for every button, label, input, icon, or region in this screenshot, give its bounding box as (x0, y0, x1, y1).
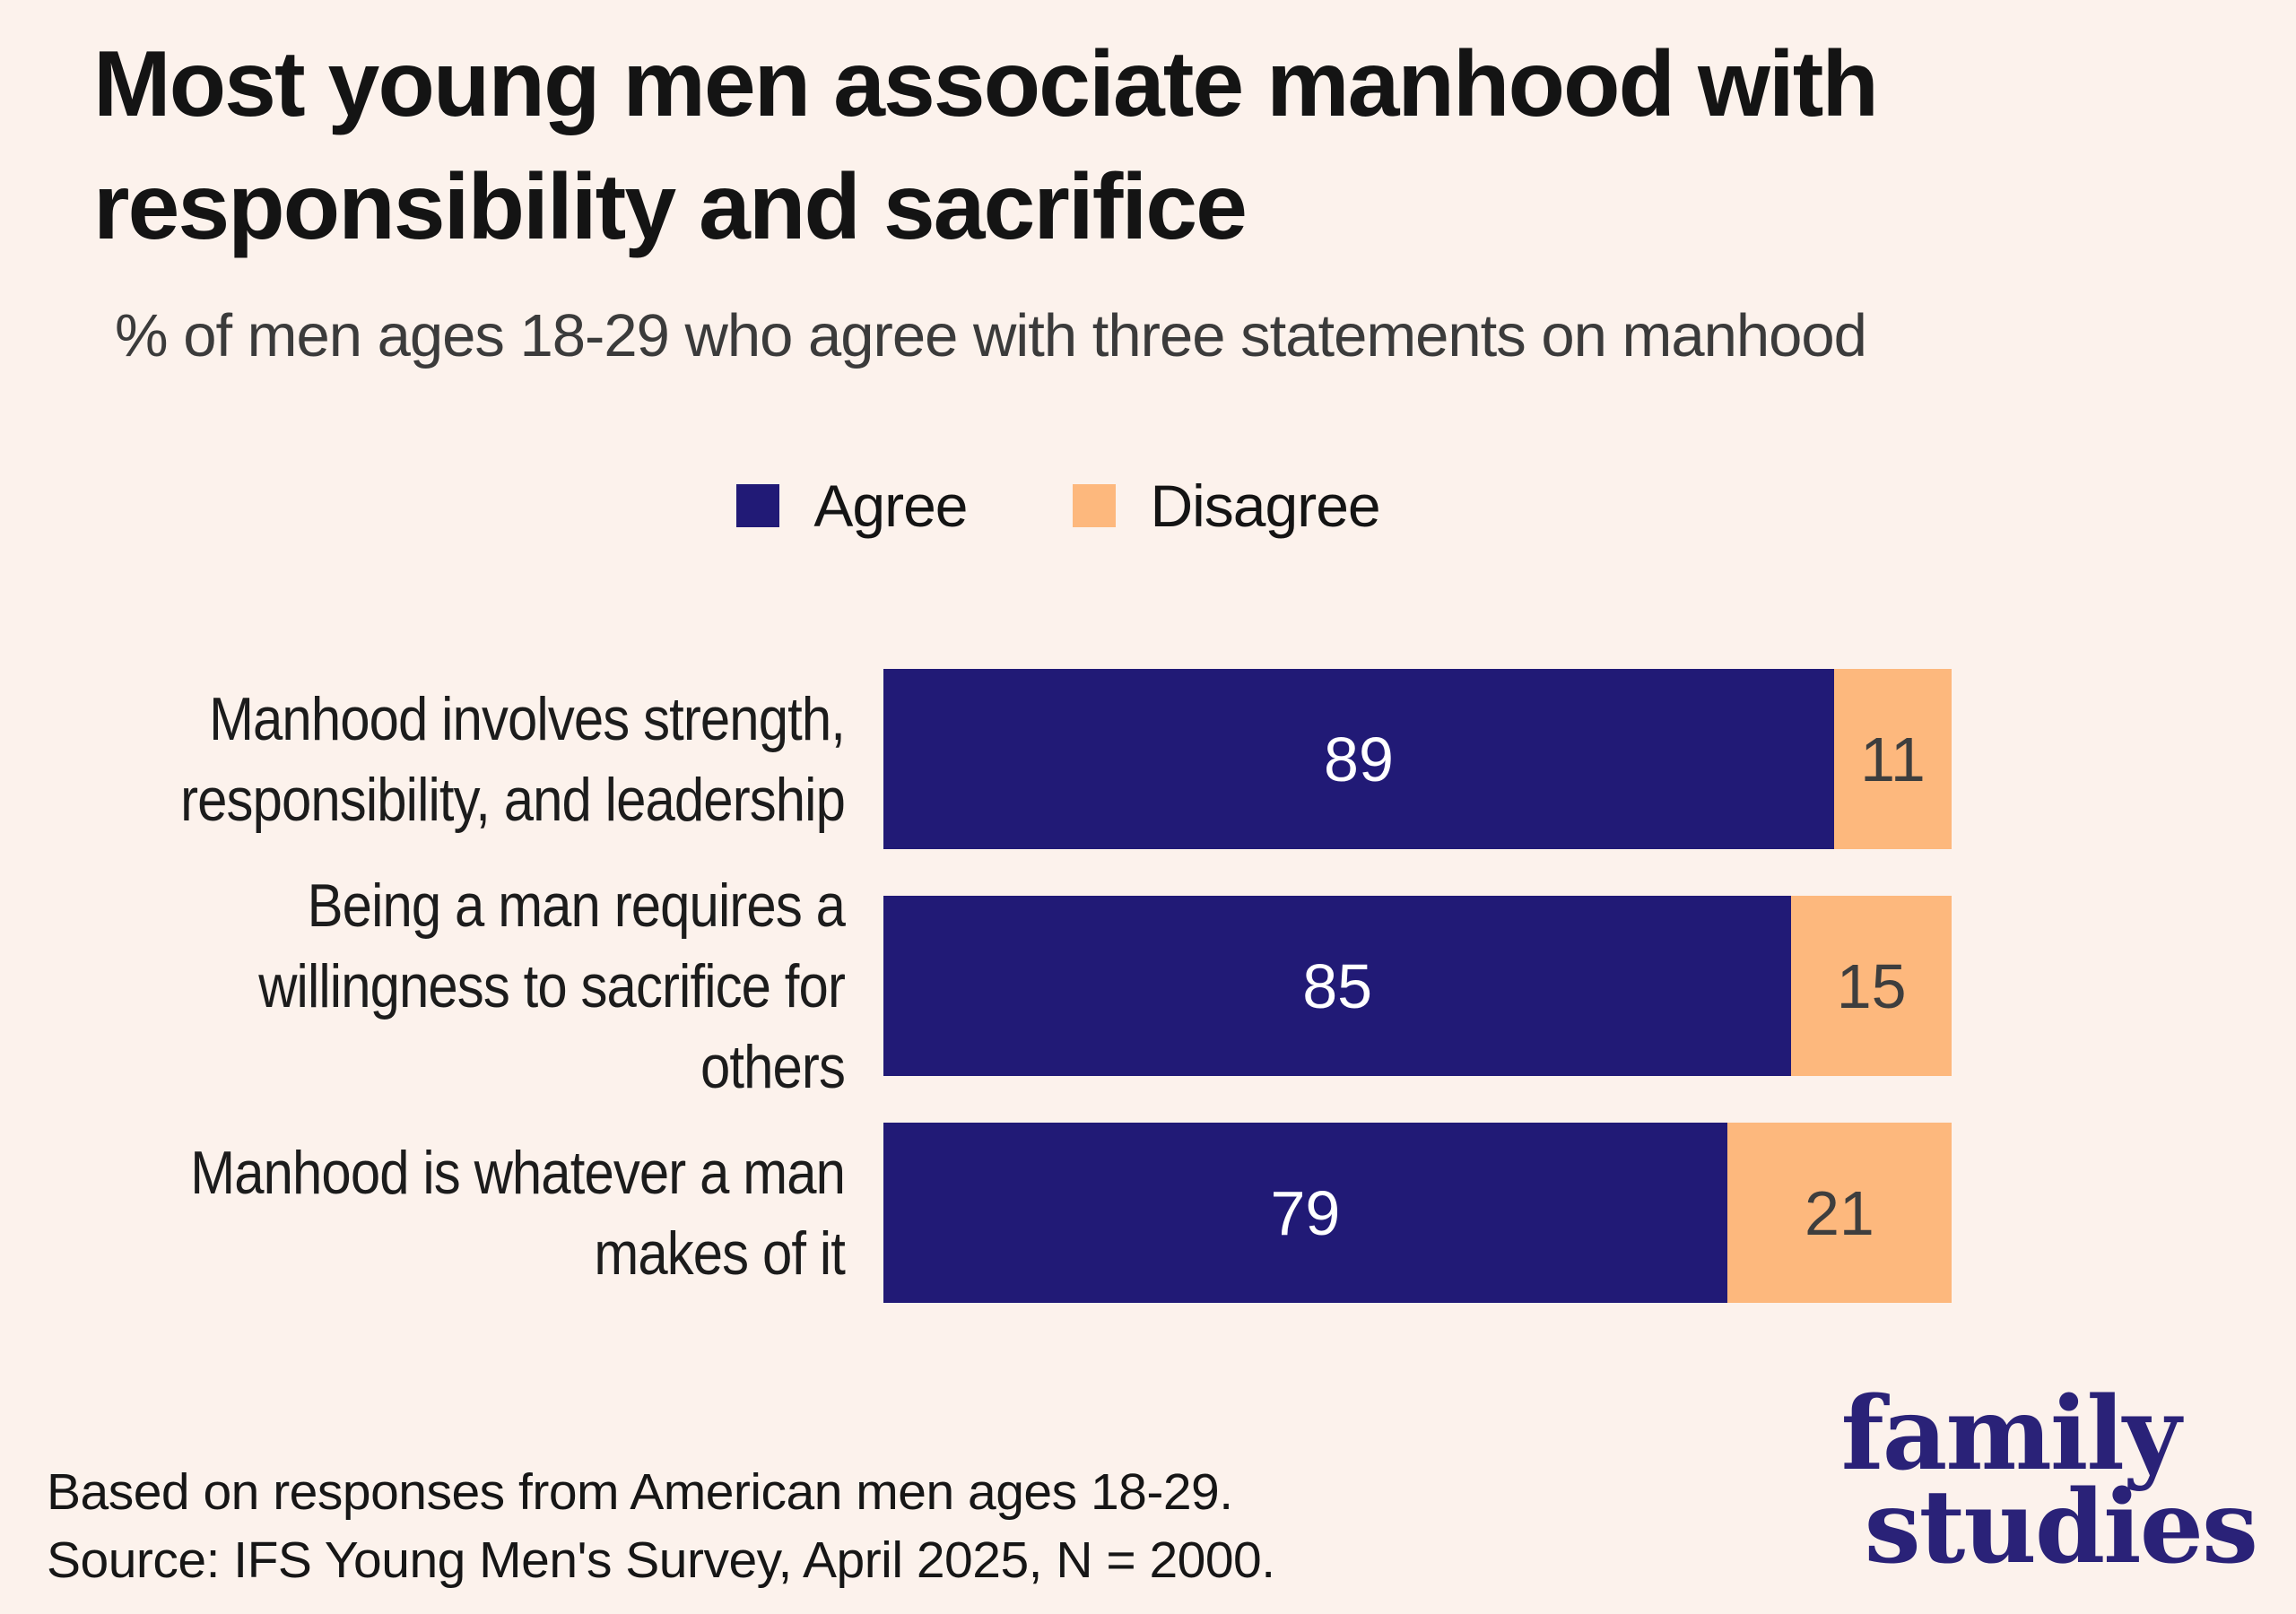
bar-3-disagree-segment: 21 (1726, 1123, 1952, 1303)
logo-word-studies: studies (1864, 1469, 2258, 1586)
bar-2-agree-segment: 85 (883, 896, 1792, 1076)
legend-item-disagree: Disagree (1073, 472, 1381, 540)
legend-swatch-agree-icon (736, 484, 780, 527)
bar-row-1: Manhood involves strength, responsibilit… (0, 669, 2296, 849)
bar-2: 85 15 (883, 896, 1952, 1076)
category-label-1-line-2: responsibility, and leadership (180, 765, 846, 834)
bar-3: 79 21 (883, 1123, 1952, 1303)
chart-subtitle: % of men ages 18-29 who agree with three… (115, 302, 1867, 369)
bar-row-3: Manhood is whatever a man makes of it 79… (0, 1123, 2296, 1303)
footnote: Based on responses from American men age… (47, 1458, 1275, 1594)
footnote-line-1: Based on responses from American men age… (47, 1463, 1233, 1521)
category-label-2-line-2: willingness to sacrifice for (258, 951, 846, 1020)
chart-title-line-1: Most young men associate manhood with (93, 32, 1879, 136)
chart-title: Most young men associate manhood with re… (93, 23, 2210, 269)
category-label-2-line-1: Being a man requires a (307, 871, 846, 940)
bar-2-disagree-segment: 15 (1791, 896, 1952, 1076)
legend: Agree Disagree (0, 472, 2206, 540)
category-label-3: Manhood is whatever a man makes of it (101, 1123, 846, 1303)
logo-word-family: family (1840, 1375, 2181, 1493)
legend-label-agree: Agree (813, 473, 968, 539)
bar-1-disagree-segment: 11 (1833, 669, 1952, 849)
family-studies-logo: family studies (1840, 1375, 2258, 1586)
category-label-2: Being a man requires a willingness to sa… (101, 872, 846, 1101)
footnote-line-2: Source: IFS Young Men's Survey, April 20… (47, 1532, 1275, 1589)
bar-chart: Manhood involves strength, responsibilit… (0, 669, 2296, 1349)
bar-3-agree-segment: 79 (883, 1123, 1727, 1303)
bar-1: 89 11 (883, 669, 1952, 849)
category-label-3-line-1: Manhood is whatever a man (190, 1138, 846, 1207)
bar-row-2: Being a man requires a willingness to sa… (0, 872, 2296, 1101)
chart-title-line-2: responsibility and sacrifice (93, 155, 1248, 259)
legend-label-disagree: Disagree (1150, 473, 1380, 539)
bar-1-agree-segment: 89 (883, 669, 1834, 849)
category-label-2-line-3: others (700, 1032, 846, 1101)
legend-item-agree: Agree (736, 472, 968, 540)
legend-swatch-disagree-icon (1073, 484, 1117, 527)
category-label-3-line-2: makes of it (594, 1219, 846, 1288)
category-label-1: Manhood involves strength, responsibilit… (101, 669, 846, 849)
category-label-1-line-1: Manhood involves strength, (209, 684, 846, 753)
